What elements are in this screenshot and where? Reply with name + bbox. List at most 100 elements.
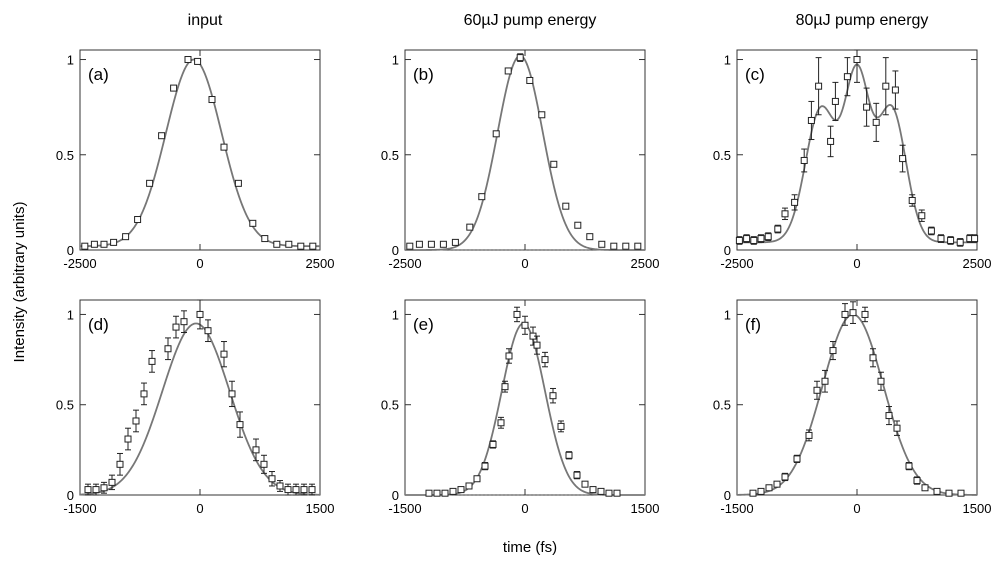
data-marker bbox=[234, 179, 242, 187]
panel-b: 00.51-2500 0 2500(b) bbox=[381, 49, 659, 271]
data-marker bbox=[478, 193, 486, 201]
data-point bbox=[882, 57, 890, 116]
data-marker bbox=[550, 160, 558, 168]
data-point bbox=[492, 130, 500, 138]
data-marker bbox=[634, 242, 642, 250]
data-marker bbox=[971, 235, 979, 243]
fit-curve bbox=[405, 54, 645, 251]
y-tick-label: 1 bbox=[67, 53, 74, 68]
data-point bbox=[501, 380, 509, 393]
data-marker bbox=[589, 486, 597, 494]
data-point bbox=[146, 179, 154, 187]
data-marker bbox=[861, 310, 869, 318]
data-marker bbox=[613, 489, 621, 497]
data-marker bbox=[90, 240, 98, 248]
y-tick-label: 0 bbox=[392, 488, 399, 503]
data-marker bbox=[872, 118, 880, 126]
data-marker bbox=[81, 242, 89, 250]
data-point bbox=[869, 348, 877, 368]
data-marker bbox=[918, 212, 926, 220]
data-point bbox=[891, 70, 899, 110]
data-point bbox=[433, 489, 441, 497]
data-marker bbox=[945, 489, 953, 497]
x-tick-label: -1500 bbox=[388, 501, 421, 516]
x-tick-label: -2500 bbox=[388, 256, 421, 271]
data-marker bbox=[562, 202, 570, 210]
data-marker bbox=[827, 137, 835, 145]
data-marker bbox=[885, 412, 893, 420]
plot-frame bbox=[404, 49, 646, 251]
x-tick-label: 2500 bbox=[963, 256, 992, 271]
y-tick-label: 0 bbox=[724, 488, 731, 503]
data-marker bbox=[957, 489, 965, 497]
data-marker bbox=[853, 56, 861, 64]
x-tick-label: 1500 bbox=[963, 501, 992, 516]
data-point bbox=[466, 223, 474, 231]
y-tick-label: 0.5 bbox=[381, 398, 399, 413]
data-marker bbox=[581, 480, 589, 488]
data-point bbox=[815, 57, 823, 116]
x-tick-label: -1500 bbox=[63, 501, 96, 516]
data-point bbox=[300, 483, 308, 496]
data-point bbox=[158, 132, 166, 140]
data-point bbox=[504, 67, 512, 75]
data-marker bbox=[565, 451, 573, 459]
data-point bbox=[220, 143, 228, 151]
data-point bbox=[516, 53, 524, 62]
data-point bbox=[550, 160, 558, 168]
data-marker bbox=[905, 462, 913, 470]
data-point bbox=[805, 429, 813, 442]
x-tick-label: 1500 bbox=[306, 501, 335, 516]
data-point bbox=[937, 234, 945, 243]
data-point bbox=[497, 416, 505, 429]
data-marker bbox=[921, 484, 929, 492]
data-point bbox=[573, 471, 581, 480]
data-marker bbox=[451, 238, 459, 246]
data-point bbox=[565, 451, 573, 460]
data-marker bbox=[473, 475, 481, 483]
data-point bbox=[236, 411, 244, 438]
data-point bbox=[622, 242, 630, 250]
data-point bbox=[743, 234, 751, 243]
data-point bbox=[927, 226, 935, 236]
data-marker bbox=[574, 221, 582, 229]
data-point bbox=[268, 471, 276, 487]
data-marker bbox=[84, 486, 92, 494]
data-marker bbox=[557, 422, 565, 430]
data-marker bbox=[505, 352, 513, 360]
panel-e: 00.51-1500 0 1500(e) bbox=[381, 299, 659, 516]
data-marker bbox=[172, 323, 180, 331]
fit-curve bbox=[79, 322, 321, 496]
data-marker bbox=[273, 240, 281, 248]
data-point bbox=[574, 221, 582, 229]
data-point bbox=[586, 233, 594, 241]
data-marker bbox=[573, 471, 581, 479]
data-point bbox=[108, 474, 116, 491]
data-marker bbox=[100, 240, 108, 248]
data-marker bbox=[774, 225, 782, 233]
data-marker bbox=[773, 480, 781, 488]
data-marker bbox=[516, 54, 524, 62]
data-point bbox=[208, 96, 216, 104]
data-point bbox=[441, 489, 449, 497]
data-marker bbox=[586, 233, 594, 241]
data-point bbox=[757, 234, 765, 243]
x-tick-label: 0 bbox=[196, 256, 203, 271]
column-title-80uj: 80µJ pump energy bbox=[796, 12, 929, 29]
data-marker bbox=[122, 233, 130, 241]
data-marker bbox=[521, 321, 529, 329]
data-point bbox=[465, 482, 473, 490]
data-point bbox=[526, 76, 534, 84]
data-marker bbox=[124, 435, 132, 443]
data-marker bbox=[791, 198, 799, 206]
y-tick-label: 0 bbox=[392, 243, 399, 258]
data-point bbox=[581, 480, 589, 488]
data-marker bbox=[735, 236, 743, 244]
plot-frame bbox=[736, 299, 978, 496]
data-marker bbox=[276, 482, 284, 490]
y-tick-label: 0.5 bbox=[381, 148, 399, 163]
data-point bbox=[605, 489, 613, 497]
column-title-input: input bbox=[188, 12, 223, 29]
panel-label: (d) bbox=[88, 315, 109, 334]
data-marker bbox=[800, 156, 808, 164]
